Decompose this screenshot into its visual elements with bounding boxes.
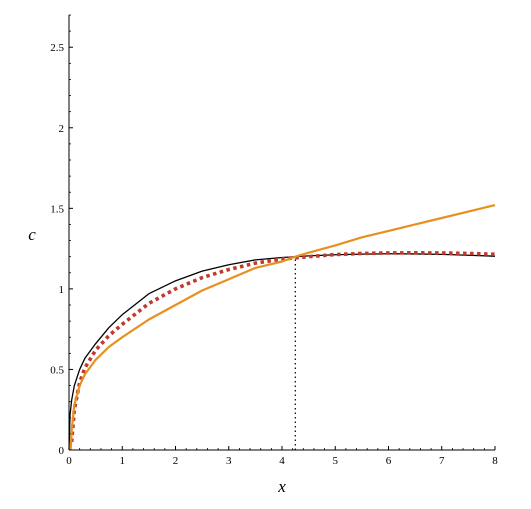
- series-group: [68, 204, 496, 451]
- series-line-3: [69, 204, 496, 451]
- x-tick-label: 6: [386, 455, 392, 467]
- x-tick-label: 7: [439, 455, 445, 467]
- x-tick-label: 1: [120, 455, 126, 467]
- axes: [68, 15, 495, 451]
- y-tick-label: 0: [59, 445, 65, 457]
- series-line-2: [69, 251, 496, 443]
- x-tick-label: 2: [173, 455, 179, 467]
- y-tick-label: 1.5: [50, 203, 64, 215]
- y-axis-label: c: [28, 225, 36, 244]
- x-tick-label: 0: [66, 455, 72, 467]
- y-tick-label: 2.5: [50, 42, 64, 54]
- x-tick-label: 8: [492, 455, 498, 467]
- x-tick-label: 5: [333, 455, 339, 467]
- x-axis-label: x: [277, 477, 286, 496]
- series-line-1: [68, 253, 496, 451]
- ticks-group: 0 1 2 3 4 5 6 7 8 0 0.5 1 1.5 2 2.5: [50, 14, 498, 467]
- y-tick-label: 2: [59, 123, 65, 135]
- x-tick-label: 4: [279, 455, 285, 467]
- y-tick-label: 0.5: [50, 364, 64, 376]
- y-tick-label: 1: [59, 284, 65, 296]
- x-tick-label: 3: [226, 455, 232, 467]
